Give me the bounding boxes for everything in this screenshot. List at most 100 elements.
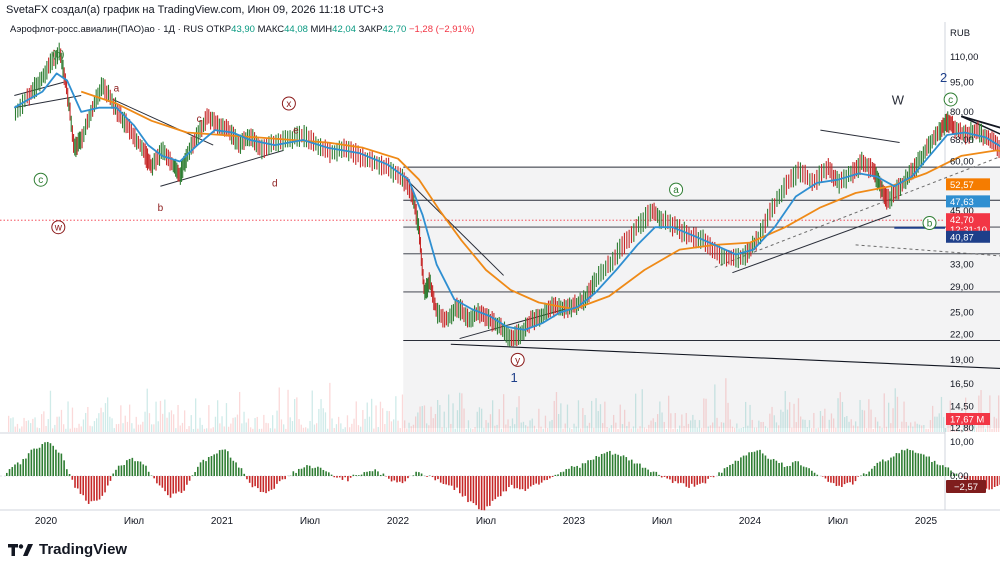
wave-label-circle xyxy=(669,182,684,197)
volume-bar xyxy=(956,423,958,432)
oscillator-bar xyxy=(808,468,810,476)
oscillator-bar xyxy=(210,456,213,476)
oscillator-bar xyxy=(519,476,521,490)
volume-bar xyxy=(914,421,916,432)
volume-bar xyxy=(883,393,885,432)
wave-label: c xyxy=(197,114,202,125)
oscillator-bar xyxy=(112,473,115,476)
oscillator-bar xyxy=(622,455,625,476)
volume-bar xyxy=(485,420,487,432)
oscillator-bar xyxy=(925,456,928,476)
volume-bar xyxy=(58,416,60,432)
volume-bar xyxy=(947,422,949,432)
volume-bar xyxy=(771,406,773,432)
oscillator-bar xyxy=(914,452,917,476)
oscillator-bar xyxy=(909,450,911,476)
oscillator-bar xyxy=(153,476,155,479)
volume-bar xyxy=(901,421,903,432)
volume-bar xyxy=(685,412,687,432)
volume-bar xyxy=(624,409,626,432)
volume-bar xyxy=(329,382,331,432)
oscillator-bar xyxy=(791,462,794,476)
oscillator-bar xyxy=(723,468,726,476)
volume-bar xyxy=(509,426,511,432)
oscillator-bar xyxy=(366,471,368,476)
oscillator-axis-label: 10,00 xyxy=(950,437,974,448)
oscillator-bar xyxy=(718,472,720,476)
oscillator-bar xyxy=(377,471,379,476)
volume-bar xyxy=(573,423,575,432)
oscillator-bar xyxy=(576,465,578,476)
oscillator-bar xyxy=(682,476,685,484)
volume-bar xyxy=(225,403,228,432)
volume-bar xyxy=(569,427,571,432)
oscillator-bar xyxy=(557,474,559,476)
oscillator-bar xyxy=(46,441,49,476)
volume-bar xyxy=(192,428,195,432)
volume-bar xyxy=(648,424,650,432)
oscillator-bar xyxy=(281,476,284,480)
volume-bar xyxy=(696,427,698,432)
volume-bar xyxy=(993,416,995,432)
trend-line xyxy=(855,244,1000,257)
volume-bar xyxy=(423,405,426,432)
volume-bar xyxy=(217,400,219,432)
volume-bar xyxy=(311,390,313,432)
volume-bar xyxy=(69,428,71,432)
volume-bar xyxy=(309,420,311,432)
volume-bar xyxy=(261,428,263,432)
oscillator-bar xyxy=(347,476,349,482)
close-label: ЗАКР xyxy=(358,24,383,35)
volume-bar xyxy=(716,417,718,432)
time-axis-label: 2024 xyxy=(739,516,762,527)
volume-bar xyxy=(835,427,837,432)
oscillator-bar xyxy=(658,474,660,476)
volume-bar xyxy=(353,418,355,432)
volume-bar xyxy=(399,428,401,432)
oscillator-bar xyxy=(688,476,690,488)
oscillator-bar xyxy=(199,462,202,476)
oscillator-bar xyxy=(172,476,175,494)
oscillator-bar xyxy=(805,467,808,476)
volume-bar xyxy=(421,406,423,432)
volume-bar xyxy=(551,419,553,432)
price-tag xyxy=(946,178,990,191)
oscillator-bar xyxy=(6,472,8,476)
oscillator-bar xyxy=(611,454,614,476)
volume-bar xyxy=(734,427,736,432)
oscillator-bar xyxy=(109,476,112,481)
volume-bar xyxy=(470,428,472,432)
oscillator-bar xyxy=(887,460,890,476)
volume-bar xyxy=(877,421,879,432)
oscillator-bar xyxy=(551,476,554,477)
oscillator-bar xyxy=(748,452,750,476)
volume-bar xyxy=(522,421,525,432)
oscillator-bar xyxy=(884,461,887,476)
volume-bar xyxy=(800,416,802,432)
price-axis-label: 80,00 xyxy=(950,107,974,118)
oscillator-bar xyxy=(328,472,330,476)
oscillator-bar xyxy=(139,461,142,476)
volume-bar xyxy=(514,424,516,432)
volume-bar xyxy=(533,425,536,432)
oscillator-bar xyxy=(300,468,303,476)
price-tag-value: 17,67 M xyxy=(950,415,984,426)
oscillator-bar xyxy=(841,476,843,487)
trend-line xyxy=(14,94,82,109)
oscillator-bar xyxy=(783,466,786,476)
volume-bar xyxy=(430,406,432,432)
volume-bar xyxy=(848,421,850,432)
volume-bar xyxy=(815,428,817,432)
volume-bar xyxy=(617,428,619,432)
volume-bar xyxy=(131,423,133,432)
volume-bar xyxy=(863,410,866,432)
wave-label: a xyxy=(673,185,679,196)
oscillator-bar xyxy=(603,453,606,476)
volume-bar xyxy=(819,411,822,432)
volume-bar xyxy=(872,428,874,432)
oscillator-bar xyxy=(988,476,991,490)
oscillator-bar xyxy=(388,476,390,479)
oscillator-bar xyxy=(232,460,235,476)
oscillator-bar xyxy=(625,457,628,476)
